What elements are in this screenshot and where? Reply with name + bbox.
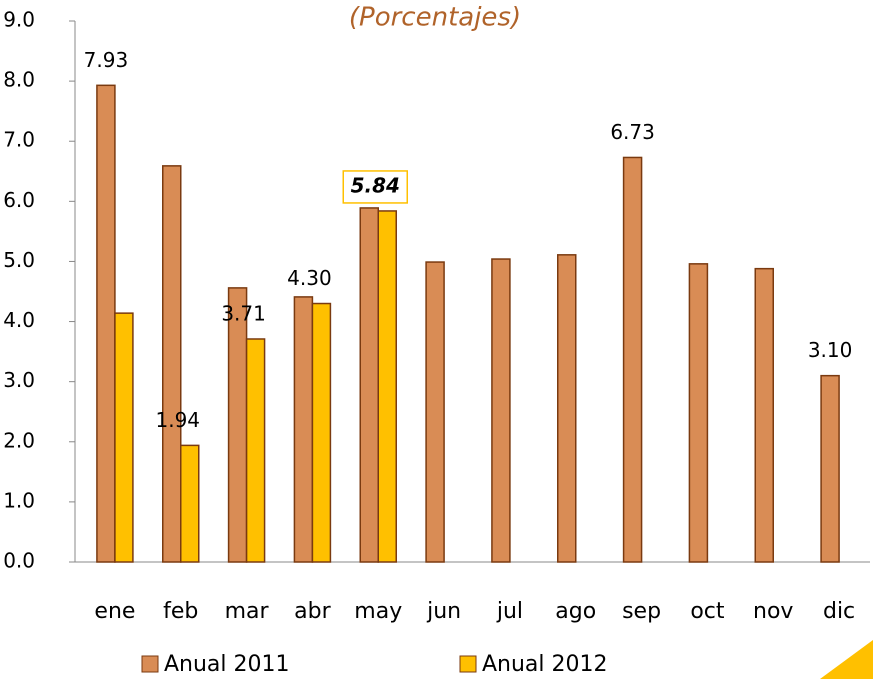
y-tick-label: 4.0 [3,308,35,332]
x-tick-label: feb [163,599,198,624]
legend-swatch [141,655,159,673]
bar [557,254,577,563]
y-tick-label: 6.0 [3,188,35,212]
y-tick-label: 7.0 [3,128,35,152]
bar [359,207,379,563]
bar [491,258,511,563]
bar [754,267,774,563]
x-tick-label: nov [753,599,793,624]
x-tick-label: sep [622,599,661,624]
x-tick-label: ene [94,599,135,624]
legend-label: Anual 2012 [482,652,608,677]
data-label: 7.93 [84,48,129,72]
data-label: 3.71 [221,301,266,325]
bar [293,296,314,563]
bar [114,312,134,563]
y-tick-label: 1.0 [3,488,35,512]
bar [377,210,397,563]
x-tick-label: mar [225,599,270,624]
x-tick-label: dic [823,599,855,624]
legend-label: Anual 2011 [164,652,290,677]
x-tick-label: oct [690,599,725,624]
bar [688,263,709,563]
y-tick-label: 8.0 [3,68,35,92]
y-tick-label: 5.0 [3,248,35,272]
y-tick-label: 9.0 [3,8,35,32]
x-tick-label: jun [426,599,461,624]
data-label: 4.30 [287,266,332,290]
y-tick-label: 2.0 [3,428,35,452]
bar [311,302,332,563]
data-label: 3.10 [808,338,853,362]
bar [162,165,182,563]
label-box [342,170,408,204]
x-tick-label: jul [496,599,523,624]
bar [245,338,266,563]
x-tick-label: abr [294,599,331,624]
y-tick-label: 0.0 [3,549,35,573]
data-label: 1.94 [155,408,200,432]
data-label: 5.84 [351,173,400,197]
bar [96,84,116,563]
decoration [820,640,873,679]
bar [227,287,248,563]
chart-title: (Porcentajes) [349,3,521,33]
bar [180,444,200,563]
bar [820,374,840,563]
x-tick-label: ago [555,599,596,624]
legend-swatch [459,655,477,673]
bar [622,156,643,563]
data-label: 6.73 [610,120,655,144]
x-tick-label: may [354,599,402,624]
bar [425,261,445,563]
y-tick-label: 3.0 [3,368,35,392]
